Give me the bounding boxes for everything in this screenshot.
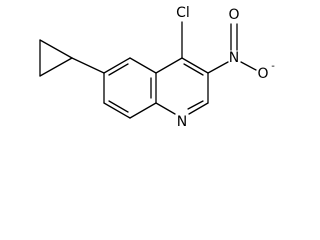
- bond: [155, 57, 183, 74]
- atom-charge: -: [271, 61, 275, 72]
- double-bond-inner: [183, 63, 204, 76]
- atom-label: Cl: [176, 5, 190, 21]
- bond: [71, 57, 105, 74]
- bond: [155, 102, 176, 115]
- bond: [188, 102, 209, 115]
- double-bond-inner: [108, 100, 129, 113]
- atom-label: O: [257, 66, 268, 82]
- bond: [207, 61, 229, 74]
- atom-label: N: [177, 114, 187, 130]
- atom-label: O: [228, 7, 239, 23]
- bonds: [39, 21, 257, 119]
- double-bond-inner: [187, 100, 204, 110]
- bond: [39, 39, 73, 59]
- structure-diagram: Cl N N O O -: [39, 5, 275, 130]
- bond: [129, 57, 157, 74]
- bond: [240, 61, 257, 71]
- bond: [103, 57, 131, 74]
- bond: [39, 57, 73, 77]
- bond: [181, 57, 209, 74]
- bond: [103, 102, 131, 119]
- page: {"atoms": [ {"label": "Cl"}, {"label": "…: [39, 5, 276, 130]
- atom-label: N: [229, 50, 239, 66]
- double-bond-inner: [108, 63, 129, 76]
- bond: [129, 102, 157, 119]
